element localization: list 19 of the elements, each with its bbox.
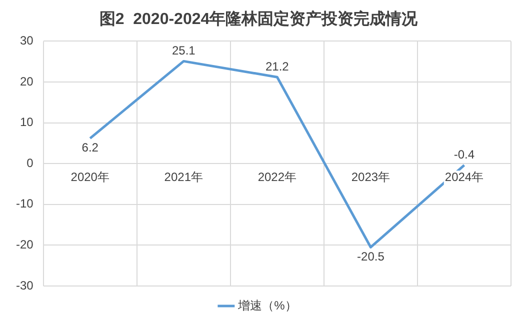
data-label: 6.2 (82, 140, 99, 155)
y-tick-label: 30 (20, 34, 34, 48)
data-label: -0.4 (454, 148, 475, 162)
y-tick-label: -30 (16, 278, 34, 292)
y-tick-label: 20 (20, 74, 34, 88)
x-tick-label: 2022年 (258, 170, 297, 184)
x-tick-label: 2020年 (70, 170, 110, 184)
data-label: 25.1 (172, 44, 196, 58)
x-tick-label: 2024年 (444, 170, 484, 184)
y-tick-label: 10 (20, 115, 34, 130)
legend-label: 增速（%） (237, 298, 297, 312)
chart-title: 图2 2020-2024年隆林固定资产投资完成情况 (99, 9, 419, 28)
y-tick-label: 0 (26, 156, 34, 170)
data-label: 21.2 (265, 59, 290, 74)
data-label: -20.5 (357, 250, 385, 264)
x-tick-label: 2021年 (164, 170, 203, 184)
y-tick-label: -20 (16, 238, 34, 252)
y-tick-label: -10 (16, 196, 34, 211)
x-tick-label: 2023年 (351, 170, 390, 184)
